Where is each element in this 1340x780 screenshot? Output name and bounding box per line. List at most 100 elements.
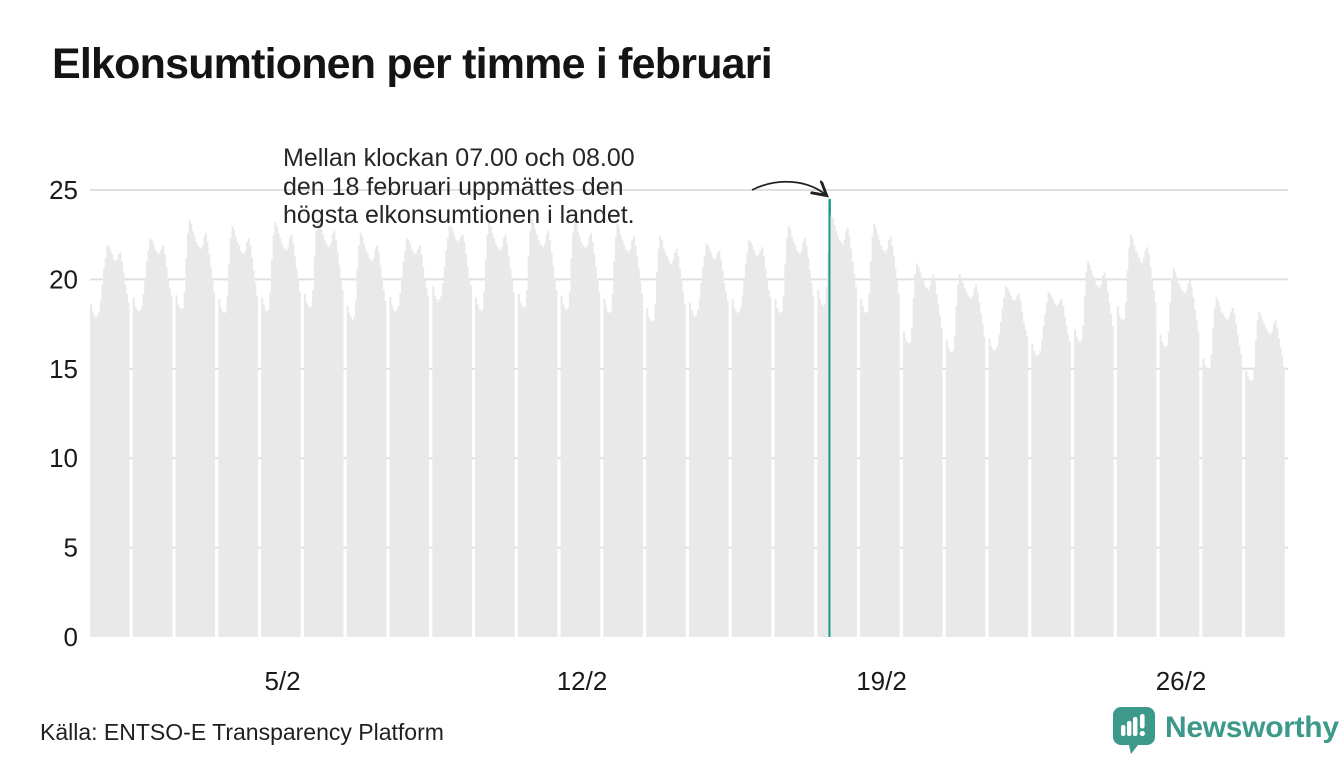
hour-bar [1256, 320, 1259, 637]
hour-bar [91, 311, 94, 637]
hour-bar [764, 268, 767, 637]
hour-bar [177, 304, 180, 637]
hour-bar [598, 291, 601, 637]
hour-bar [695, 315, 698, 637]
hour-bar [1197, 331, 1200, 637]
hour-bar [1085, 272, 1088, 637]
hour-bar [331, 234, 334, 637]
hour-bar [720, 259, 723, 637]
hour-bar [1223, 316, 1226, 637]
hour-bar [596, 279, 599, 637]
hour-bar [843, 240, 846, 637]
hour-bar [1222, 313, 1225, 637]
hour-bar [93, 315, 96, 637]
hour-bar [219, 308, 223, 637]
hour-bar [789, 229, 792, 637]
hour-bar [613, 261, 616, 637]
x-tick-label: 12/2 [557, 666, 608, 696]
hour-bar [1266, 331, 1269, 637]
hour-bar [911, 327, 914, 637]
hour-bar [182, 308, 185, 637]
hour-bar [367, 257, 370, 637]
hour-bar [611, 293, 614, 637]
hour-bar [1120, 318, 1123, 637]
hour-bar [463, 241, 466, 638]
hour-bar [782, 295, 785, 637]
hour-bar [326, 245, 329, 638]
hour-bar [744, 263, 747, 637]
hour-bar [168, 288, 171, 637]
hour-bar [1220, 311, 1223, 637]
hour-bar [618, 227, 621, 637]
hour-bar [603, 299, 606, 637]
hour-bar [567, 308, 570, 637]
hour-bar [947, 347, 950, 637]
hour-bar [721, 270, 724, 637]
hour-bar [891, 245, 894, 638]
hour-bar [145, 261, 148, 637]
hour-bar [955, 306, 958, 637]
hour-bar [822, 306, 825, 637]
hour-bar [1159, 334, 1162, 637]
hour-bar [308, 308, 311, 637]
hour-bar [109, 250, 112, 638]
hour-bar [382, 290, 385, 637]
hour-bar [198, 247, 201, 637]
hour-bar [499, 250, 502, 638]
hour-bar [478, 309, 481, 637]
hour-bar [272, 234, 275, 637]
hour-bar [1255, 340, 1258, 637]
hour-bar [1049, 293, 1052, 637]
hour-bar [807, 257, 810, 637]
hour-bar [310, 306, 313, 637]
hour-bar [303, 293, 306, 637]
hour-bar [889, 236, 892, 637]
hour-bar [422, 266, 425, 637]
hour-bar [241, 252, 244, 637]
hour-bar [1184, 293, 1187, 637]
hour-bar [621, 240, 624, 637]
hour-bar [792, 241, 795, 638]
hour-bar [902, 331, 905, 637]
hour-bar [402, 261, 405, 637]
hour-bar [287, 247, 290, 637]
hour-bar [116, 259, 119, 637]
hour-bar [1142, 257, 1146, 637]
hour-bar [244, 250, 247, 638]
hour-bar [1226, 320, 1229, 637]
hour-bar [1017, 293, 1020, 637]
hour-bar [636, 256, 639, 637]
hour-bar [581, 245, 584, 638]
hour-bar [1276, 327, 1279, 637]
hour-bar [239, 250, 242, 638]
hour-bar [1082, 325, 1085, 637]
hour-bar [1193, 309, 1196, 637]
hour-bar [886, 249, 889, 637]
hour-bar [1251, 379, 1254, 637]
hour-bar [883, 250, 886, 638]
hour-bar [274, 222, 277, 637]
hour-bar [1151, 279, 1154, 637]
x-tick-label: 19/2 [856, 666, 907, 696]
hour-bar [823, 304, 826, 637]
hour-bar [700, 282, 703, 637]
hour-bar [930, 277, 933, 637]
hour-bar [590, 232, 593, 638]
hour-bar [958, 274, 961, 637]
hour-bar [96, 315, 99, 637]
hour-bar [369, 259, 372, 637]
hour-bar [1126, 270, 1129, 637]
hour-bar [208, 254, 211, 638]
hour-bar [583, 247, 586, 637]
hour-bar [555, 290, 558, 637]
hour-bar [830, 215, 833, 638]
hour-bar [354, 300, 357, 637]
hour-bar [629, 249, 632, 637]
hour-bar [1167, 331, 1170, 637]
hour-bar [562, 304, 565, 637]
hour-bar [575, 223, 578, 638]
hour-bar [627, 252, 630, 637]
hour-bar [381, 277, 384, 637]
y-tick-label: 0 [64, 622, 78, 652]
hour-bar [662, 247, 665, 637]
